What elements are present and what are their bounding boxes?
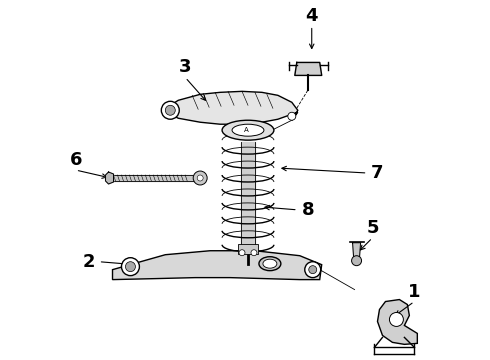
Polygon shape: [162, 91, 298, 124]
Circle shape: [125, 262, 135, 272]
Ellipse shape: [232, 124, 264, 136]
Circle shape: [197, 175, 203, 181]
Circle shape: [239, 250, 245, 256]
Text: A: A: [244, 127, 248, 133]
Polygon shape: [353, 243, 361, 257]
Text: 5: 5: [366, 219, 379, 237]
Circle shape: [309, 266, 317, 274]
Polygon shape: [113, 251, 322, 280]
Circle shape: [161, 101, 179, 119]
Polygon shape: [377, 300, 417, 345]
Ellipse shape: [222, 120, 274, 140]
Ellipse shape: [263, 259, 277, 268]
Text: 3: 3: [179, 58, 192, 76]
Circle shape: [352, 256, 362, 266]
Text: 2: 2: [82, 253, 95, 271]
Circle shape: [122, 258, 140, 276]
Ellipse shape: [259, 257, 281, 271]
Circle shape: [193, 171, 207, 185]
Text: 8: 8: [301, 201, 314, 219]
Text: 7: 7: [371, 164, 384, 182]
Polygon shape: [295, 62, 322, 75]
Circle shape: [165, 105, 175, 115]
Text: 6: 6: [70, 151, 82, 169]
Polygon shape: [241, 142, 255, 247]
Polygon shape: [108, 175, 197, 181]
Circle shape: [305, 262, 321, 278]
Text: 1: 1: [408, 283, 420, 301]
Circle shape: [251, 250, 257, 256]
Polygon shape: [238, 244, 258, 254]
Polygon shape: [162, 252, 318, 270]
Text: 4: 4: [305, 6, 318, 24]
Circle shape: [390, 312, 403, 327]
Polygon shape: [105, 172, 114, 184]
Circle shape: [288, 112, 296, 120]
